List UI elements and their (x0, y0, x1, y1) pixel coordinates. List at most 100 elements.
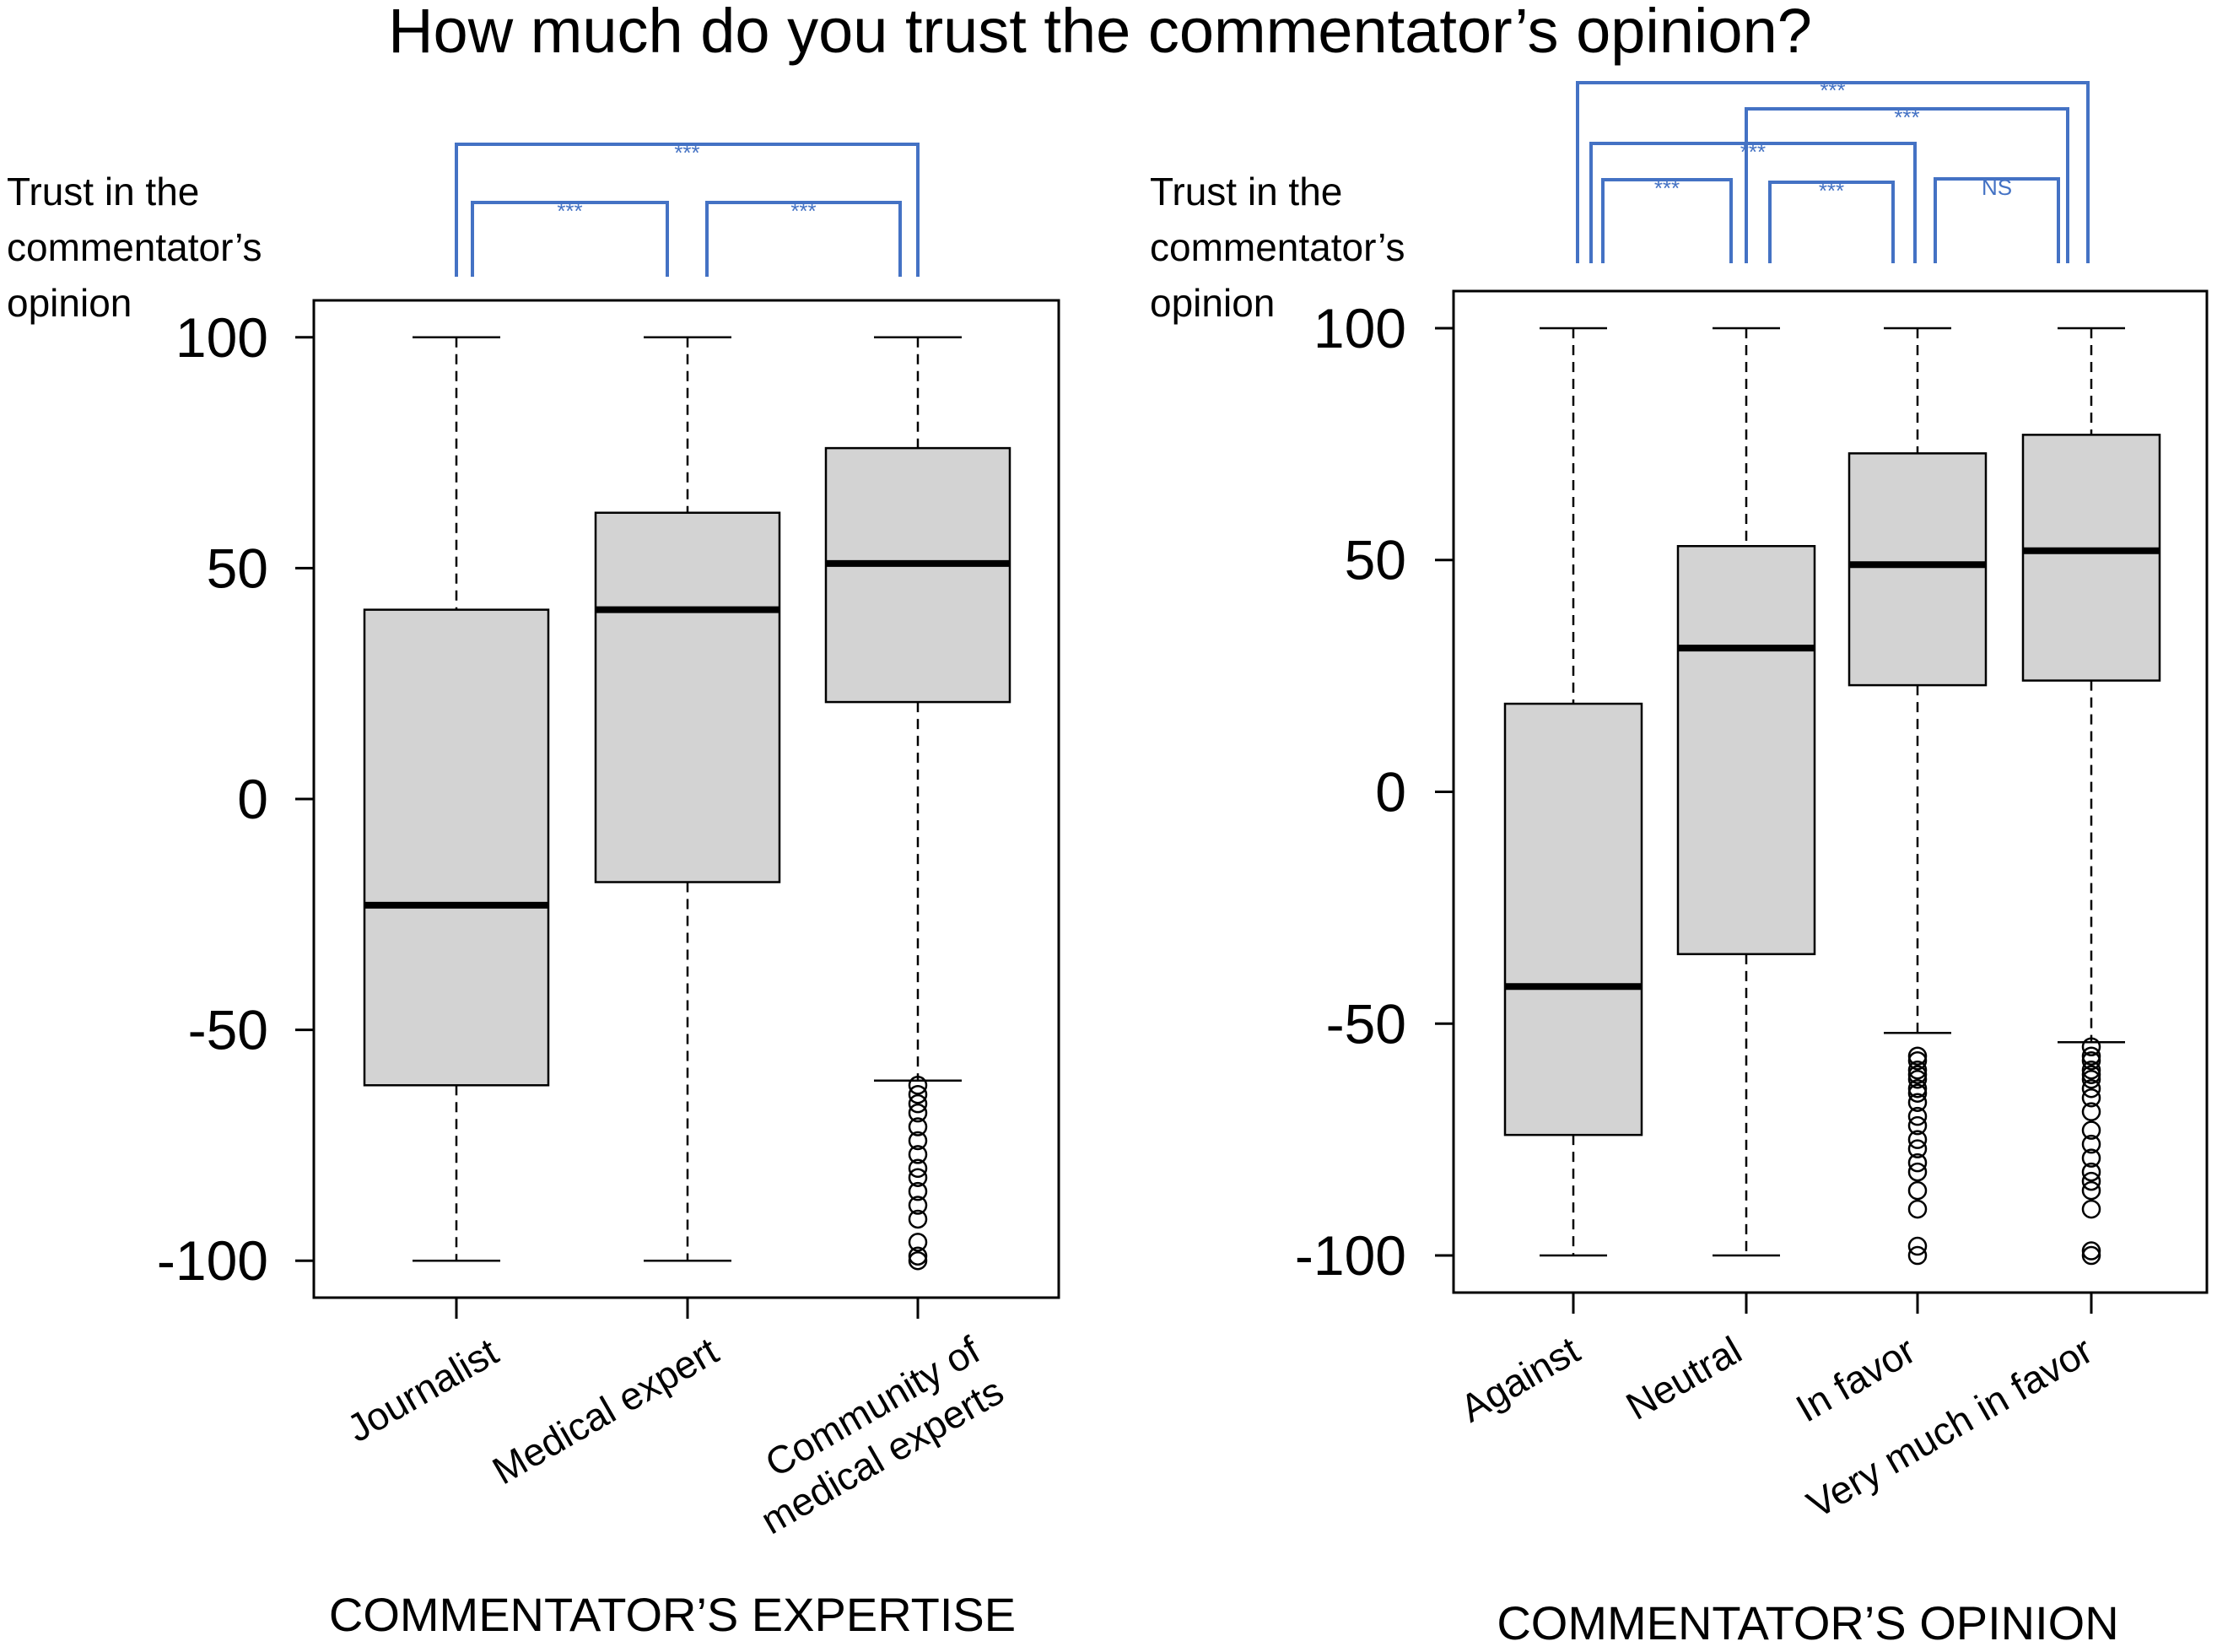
outlier-point (1907, 1130, 1928, 1149)
y-axis-label: Trust in the (1150, 170, 1342, 213)
y-tick-label: 100 (175, 306, 268, 369)
significance-bracket (1576, 81, 2090, 263)
outlier-point (2081, 1069, 2101, 1089)
box-against: Against (1453, 327, 1643, 1431)
outlier-point (908, 1181, 928, 1201)
outlier-point (908, 1093, 928, 1114)
iqr-box (1848, 452, 1988, 687)
significance-bracket (1589, 142, 1917, 263)
significance-label: *** (1819, 178, 1844, 203)
category-label: In favor (1788, 1328, 1923, 1431)
box-in-favor: In favor (1788, 327, 1988, 1431)
box-journalist: Journalist (340, 336, 550, 1451)
outlier-point (908, 1103, 928, 1123)
x-axis-label: COMMENTATOR’S EXPERTISE (329, 1588, 1016, 1641)
iqr-box (824, 446, 1011, 704)
y-tick-label: 50 (207, 537, 268, 599)
y-axis-label: opinion (7, 281, 132, 325)
outlier-point (908, 1084, 928, 1104)
significance-bracket (1601, 178, 1733, 263)
significance-label: *** (1740, 139, 1766, 165)
significance-bracket (1768, 181, 1895, 263)
outlier-point (1907, 1106, 1928, 1126)
significance-bracket (471, 201, 669, 277)
y-tick-label: 0 (237, 768, 268, 830)
y-axis-label: opinion (1150, 281, 1275, 325)
outlier-point (2081, 1148, 2101, 1168)
y-axis-label: commentator’s (1150, 225, 1405, 269)
outlier-point (2081, 1241, 2101, 1261)
outlier-point (1907, 1050, 1928, 1071)
outlier-point (908, 1209, 928, 1229)
significance-label: *** (674, 140, 699, 165)
outlier-point (908, 1117, 928, 1136)
outlier-point (2081, 1162, 2101, 1182)
significance-bracket (455, 143, 920, 277)
outlier-point (908, 1233, 928, 1252)
y-tick-label: 50 (1345, 529, 1406, 591)
significance-label: *** (557, 198, 582, 224)
y-tick-label: 0 (1375, 761, 1406, 823)
iqr-box (1503, 702, 1643, 1136)
outlier-point (908, 1076, 928, 1095)
y-axis-label: commentator’s (7, 225, 262, 269)
outlier-point (2081, 1046, 2101, 1066)
outlier-point (1907, 1083, 1928, 1103)
x-axis-label: COMMENTATOR’S OPINION (1497, 1596, 2118, 1649)
outlier-point (1907, 1245, 1928, 1266)
outlier-point (2081, 1134, 2101, 1154)
outlier-point (2081, 1088, 2101, 1108)
category-label: Very much in favor (1799, 1328, 2100, 1527)
y-tick-label: 100 (1313, 297, 1406, 359)
category-label: Journalist (340, 1330, 506, 1451)
chart-panel-2: 100 50 0 -50 -100 Trust in the commentator’s op… (1150, 78, 2209, 1649)
outlier-point (1907, 1060, 1928, 1080)
significance-bracket (705, 201, 902, 277)
outlier-point (2081, 1171, 2101, 1191)
outlier-point (2081, 1065, 2101, 1084)
figure-title: How much do you trust the commentator’s … (388, 0, 1812, 66)
iqr-box (363, 608, 550, 1087)
y-axis-label: Trust in the (7, 170, 199, 213)
outlier-point (1907, 1046, 1928, 1066)
box-neutral: Neutral (1619, 327, 1816, 1428)
outlier-point (908, 1158, 928, 1179)
outlier-point (2081, 1037, 2101, 1056)
y-tick-label: -100 (157, 1229, 268, 1292)
outlier-point (908, 1168, 928, 1187)
outlier-point (1907, 1078, 1928, 1099)
iqr-box (594, 511, 781, 883)
y-tick-label: -100 (1295, 1224, 1406, 1287)
outlier-point (1907, 1180, 1928, 1201)
outlier-point (1907, 1162, 1928, 1182)
outlier-point (908, 1196, 928, 1215)
chart-panel-1: 100 50 0 -50 -100 Trust in the commentator’s op… (7, 140, 1060, 1641)
iqr-box (2021, 434, 2161, 682)
iqr-box (1676, 544, 1816, 956)
outlier-point (2081, 1078, 2101, 1099)
significance-label: *** (1820, 78, 1845, 103)
category-label: Neutral (1619, 1328, 1749, 1428)
significance-bracket (1934, 177, 2060, 263)
significance-label: *** (1654, 175, 1680, 201)
outlier-point (908, 1250, 928, 1271)
significance-label: *** (790, 198, 816, 224)
outlier-point (2081, 1199, 2101, 1219)
significance-bracket (1745, 107, 2069, 263)
outlier-point (2081, 1060, 2101, 1080)
y-tick-label: -50 (1326, 992, 1406, 1055)
significance-label: NS (1982, 175, 2012, 200)
outlier-point (1907, 1153, 1928, 1173)
category-label: Medical expert (485, 1329, 726, 1493)
outlier-point (2081, 1050, 2101, 1071)
outlier-point (2081, 1245, 2101, 1266)
outlier-point (2081, 1102, 2101, 1121)
outlier-point (1907, 1199, 1928, 1219)
outlier-point (908, 1131, 928, 1151)
significance-label: *** (1894, 105, 1919, 130)
y-tick-label: -50 (188, 999, 268, 1061)
category-label: Against (1453, 1328, 1587, 1431)
outlier-point (1907, 1139, 1928, 1158)
